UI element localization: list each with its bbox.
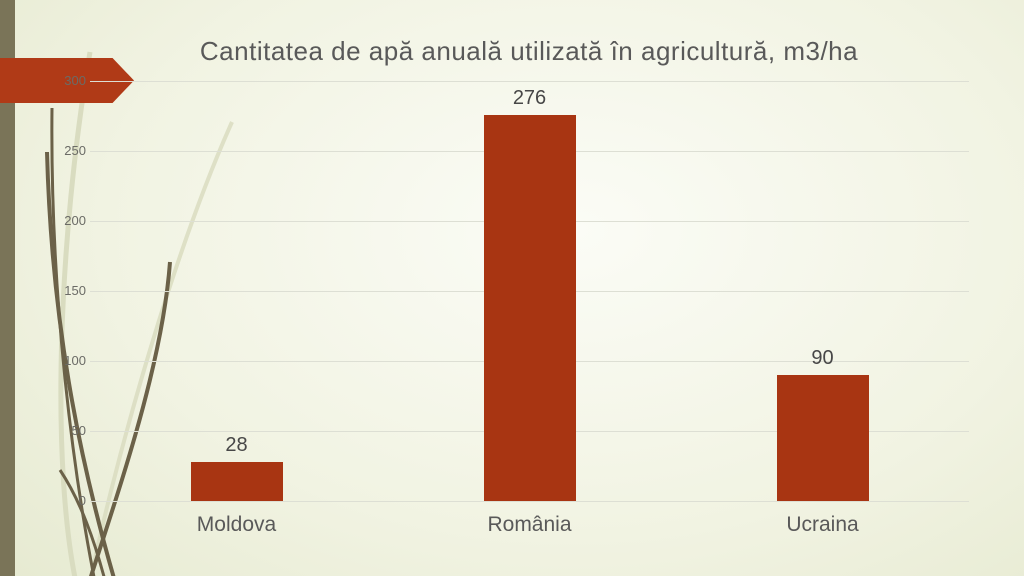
left-edge-stripe xyxy=(0,0,15,576)
y-axis-tick-label: 50 xyxy=(71,423,86,438)
bar xyxy=(776,375,869,501)
y-axis-tick-label: 250 xyxy=(64,143,86,158)
y-axis-tick-label: 100 xyxy=(64,353,86,368)
gridline xyxy=(90,501,969,502)
y-axis-tick-label: 200 xyxy=(64,213,86,228)
x-axis-category-label: Moldova xyxy=(196,513,277,536)
bar xyxy=(190,461,283,501)
x-axis-category-label: România xyxy=(487,513,572,536)
y-axis-tick-label: 300 xyxy=(64,73,86,88)
red-arrow-banner xyxy=(0,58,134,103)
bar-value-label: 90 xyxy=(811,347,834,369)
gridline xyxy=(90,81,969,82)
slide-title: Cantitatea de apă anuală utilizată în ag… xyxy=(199,36,859,66)
bar-value-label: 28 xyxy=(225,433,248,456)
bar-value-label: 276 xyxy=(512,86,547,109)
bar xyxy=(483,114,576,501)
y-axis-tick-label: 150 xyxy=(64,283,86,298)
x-axis-category-label: Ucraina xyxy=(786,513,859,536)
y-axis-tick-label: 0 xyxy=(78,493,86,508)
